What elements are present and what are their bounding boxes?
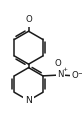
Text: O: O bbox=[54, 59, 61, 68]
Text: N: N bbox=[25, 96, 32, 105]
Text: −: − bbox=[77, 70, 82, 75]
Text: N: N bbox=[57, 71, 63, 79]
Text: O: O bbox=[25, 15, 32, 25]
Text: +: + bbox=[62, 68, 67, 72]
Text: O: O bbox=[72, 71, 78, 80]
